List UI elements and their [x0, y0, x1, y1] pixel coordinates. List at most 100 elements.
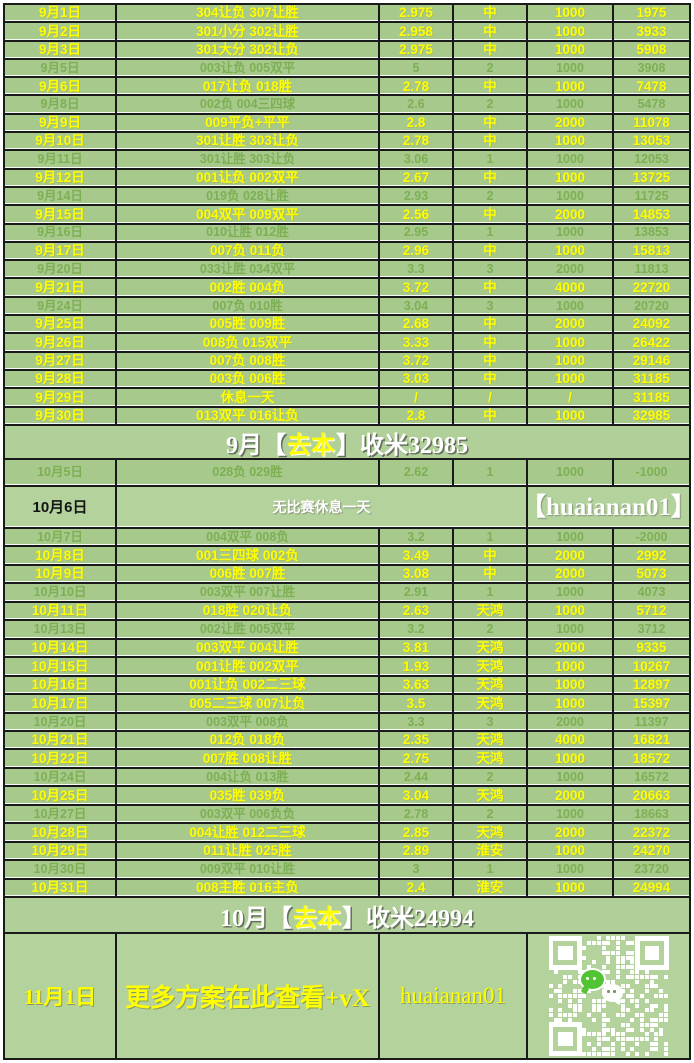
profit-cell: 3712: [612, 621, 689, 638]
stake-cell: 1000: [526, 602, 612, 620]
date-cell: 10月27日: [33, 806, 87, 821]
summary-text-pre: 10月【: [220, 905, 292, 932]
table-row: 10月16日 001让负 002二三球 3.63 天鸿 1000 12897: [5, 676, 689, 696]
plan-cell: 301小分 302让胜: [115, 23, 378, 40]
plan-cell: 010让胜 012胜: [115, 224, 378, 241]
odds-cell: 2.75: [378, 750, 452, 767]
stake-cell: 1000: [526, 23, 612, 40]
odds-cell: 2.8: [378, 114, 452, 132]
plan-cell: 013双平 016让负: [115, 407, 378, 424]
stake-cell: 2000: [526, 316, 612, 333]
odds-cell: 2.91: [378, 584, 452, 601]
table-row: 9月27日 007负 008胜 3.72 中 1000 29146: [5, 352, 689, 371]
table-row: 9月29日 休息一天 / //31185: [5, 389, 689, 408]
result-cell: 3: [452, 261, 526, 278]
result-cell: 天鸿: [452, 658, 526, 675]
stake-cell: 1000: [526, 242, 612, 260]
stake-cell: 1000: [526, 750, 612, 767]
no-match-notice-row: 10月6日 无比赛休息一天 【huaianan01】: [5, 487, 689, 529]
profit-cell: 15397: [612, 695, 689, 712]
profit-cell: 20720: [612, 297, 689, 315]
table-row: 9月1日 304让负 307让胜 2.975 中 1000 1975: [5, 5, 689, 24]
odds-cell: 3.08: [378, 565, 452, 583]
result-cell: 2: [452, 768, 526, 786]
profit-cell: 3933: [612, 23, 689, 40]
plan-cell: 004双平 009双平: [115, 206, 378, 223]
odds-cell: 3.63: [378, 676, 452, 694]
date-cell: 9月29日: [35, 389, 85, 405]
table-row: 10月17日 005二三球 007让负 3.5 天鸿 1000 15397: [5, 695, 689, 714]
table-row: 9月12日 001让负 002双平 2.67 中 1000 13725: [5, 169, 689, 188]
date-cell: 10月21日: [31, 732, 89, 748]
result-cell: 天鸿: [452, 602, 526, 620]
stake-cell: 2000: [526, 206, 612, 223]
wechat-bubble-small: [602, 984, 624, 1003]
profit-cell: 31185: [612, 389, 689, 406]
date-cell: 9月11日: [37, 152, 83, 167]
odds-cell: 2.44: [378, 768, 452, 786]
plan-cell: 006胜 007胜: [115, 565, 378, 583]
stake-cell: 1000: [526, 169, 612, 186]
stake-cell: 1000: [526, 842, 612, 860]
profit-cell: -2000: [612, 529, 689, 546]
plan-cell: 007胜 008让胜: [115, 750, 378, 767]
odds-cell: 3.5: [378, 695, 452, 712]
result-cell: 中: [452, 565, 526, 583]
odds-cell: /: [378, 389, 452, 406]
date-cell: 9月21日: [35, 279, 85, 295]
date-cell: 10月11日: [31, 603, 89, 619]
stake-cell: 4000: [526, 731, 612, 749]
table-row: 9月5日 003让负 005双平 5 2 1000 3908: [5, 59, 689, 79]
profit-cell: 13853: [612, 224, 689, 241]
plan-cell: 004双平 008负: [115, 529, 378, 546]
footer-row: 11月1日 更多方案在此查看+vX huaianan01: [5, 934, 689, 1058]
stake-cell: 2000: [526, 824, 612, 841]
october-summary: 10月【 去本 】收米24994: [5, 898, 689, 934]
result-cell: 天鸿: [452, 750, 526, 767]
odds-cell: 2.78: [378, 78, 452, 95]
odds-cell: 3.04: [378, 297, 452, 315]
date-cell: 9月10日: [35, 133, 85, 149]
plan-cell: 003双平 004让胜: [115, 639, 378, 657]
date-cell: 9月24日: [37, 298, 83, 313]
result-cell: 3: [452, 297, 526, 315]
plan-cell: 028负 029胜: [115, 460, 378, 485]
odds-cell: 2.89: [378, 842, 452, 860]
profit-cell: 2992: [612, 547, 689, 564]
stake-cell: 1000: [526, 78, 612, 95]
result-cell: 2: [452, 187, 526, 205]
table-row: 10月31日 008主胜 016主负 2.4 淮安 1000 24994: [5, 879, 689, 899]
odds-cell: 2.4: [378, 879, 452, 897]
profit-cell: 23720: [612, 861, 689, 878]
table-row: 9月11日 301让胜 303让负 3.06 1 1000 12053: [5, 151, 689, 170]
date-cell: 9月25日: [35, 316, 85, 332]
summary-text-post: 】收米24994: [342, 905, 474, 932]
result-cell: 3: [452, 713, 526, 730]
stake-cell: 1000: [526, 352, 612, 369]
odds-cell: 2.78: [378, 805, 452, 823]
table-row: 9月21日 002胜 004负 3.72 中 4000 22720: [5, 279, 689, 298]
table-row: 9月26日 008负 015双平 3.33 中 1000 26422: [5, 334, 689, 353]
stake-cell: 2000: [526, 547, 612, 564]
table-row: 9月24日 007负 010胜 3.04 3 1000 20720: [5, 297, 689, 317]
date-cell: 10月20日: [33, 714, 87, 729]
odds-cell: 2.958: [378, 23, 452, 40]
plan-cell: 003双平 006负负: [115, 805, 378, 823]
odds-cell: 3.3: [378, 261, 452, 278]
plan-cell: 019负 028让胜: [115, 187, 378, 205]
wechat-icon: [579, 968, 625, 1004]
footer-date: 11月1日: [23, 985, 97, 1009]
odds-cell: 2.96: [378, 242, 452, 260]
profit-cell: 18663: [612, 805, 689, 823]
plan-cell: 301大分 302让负: [115, 41, 378, 58]
date-cell: 9月30日: [35, 407, 85, 423]
result-cell: 中: [452, 407, 526, 424]
profit-cell: 12053: [612, 151, 689, 168]
date-cell: 9月15日: [35, 206, 85, 222]
footer-promo-text: 更多方案在此查看+vX: [115, 934, 378, 1058]
stake-cell: 4000: [526, 279, 612, 296]
date-cell: 10月5日: [37, 465, 83, 480]
october-table: 10月5日 028负 029胜 2.62 1 1000 -1000 10月6日 无比赛休息一天…: [5, 460, 689, 899]
table-row: 9月2日 301小分 302让胜 2.958 中 1000 3933: [5, 23, 689, 42]
stake-cell: 2000: [526, 565, 612, 583]
